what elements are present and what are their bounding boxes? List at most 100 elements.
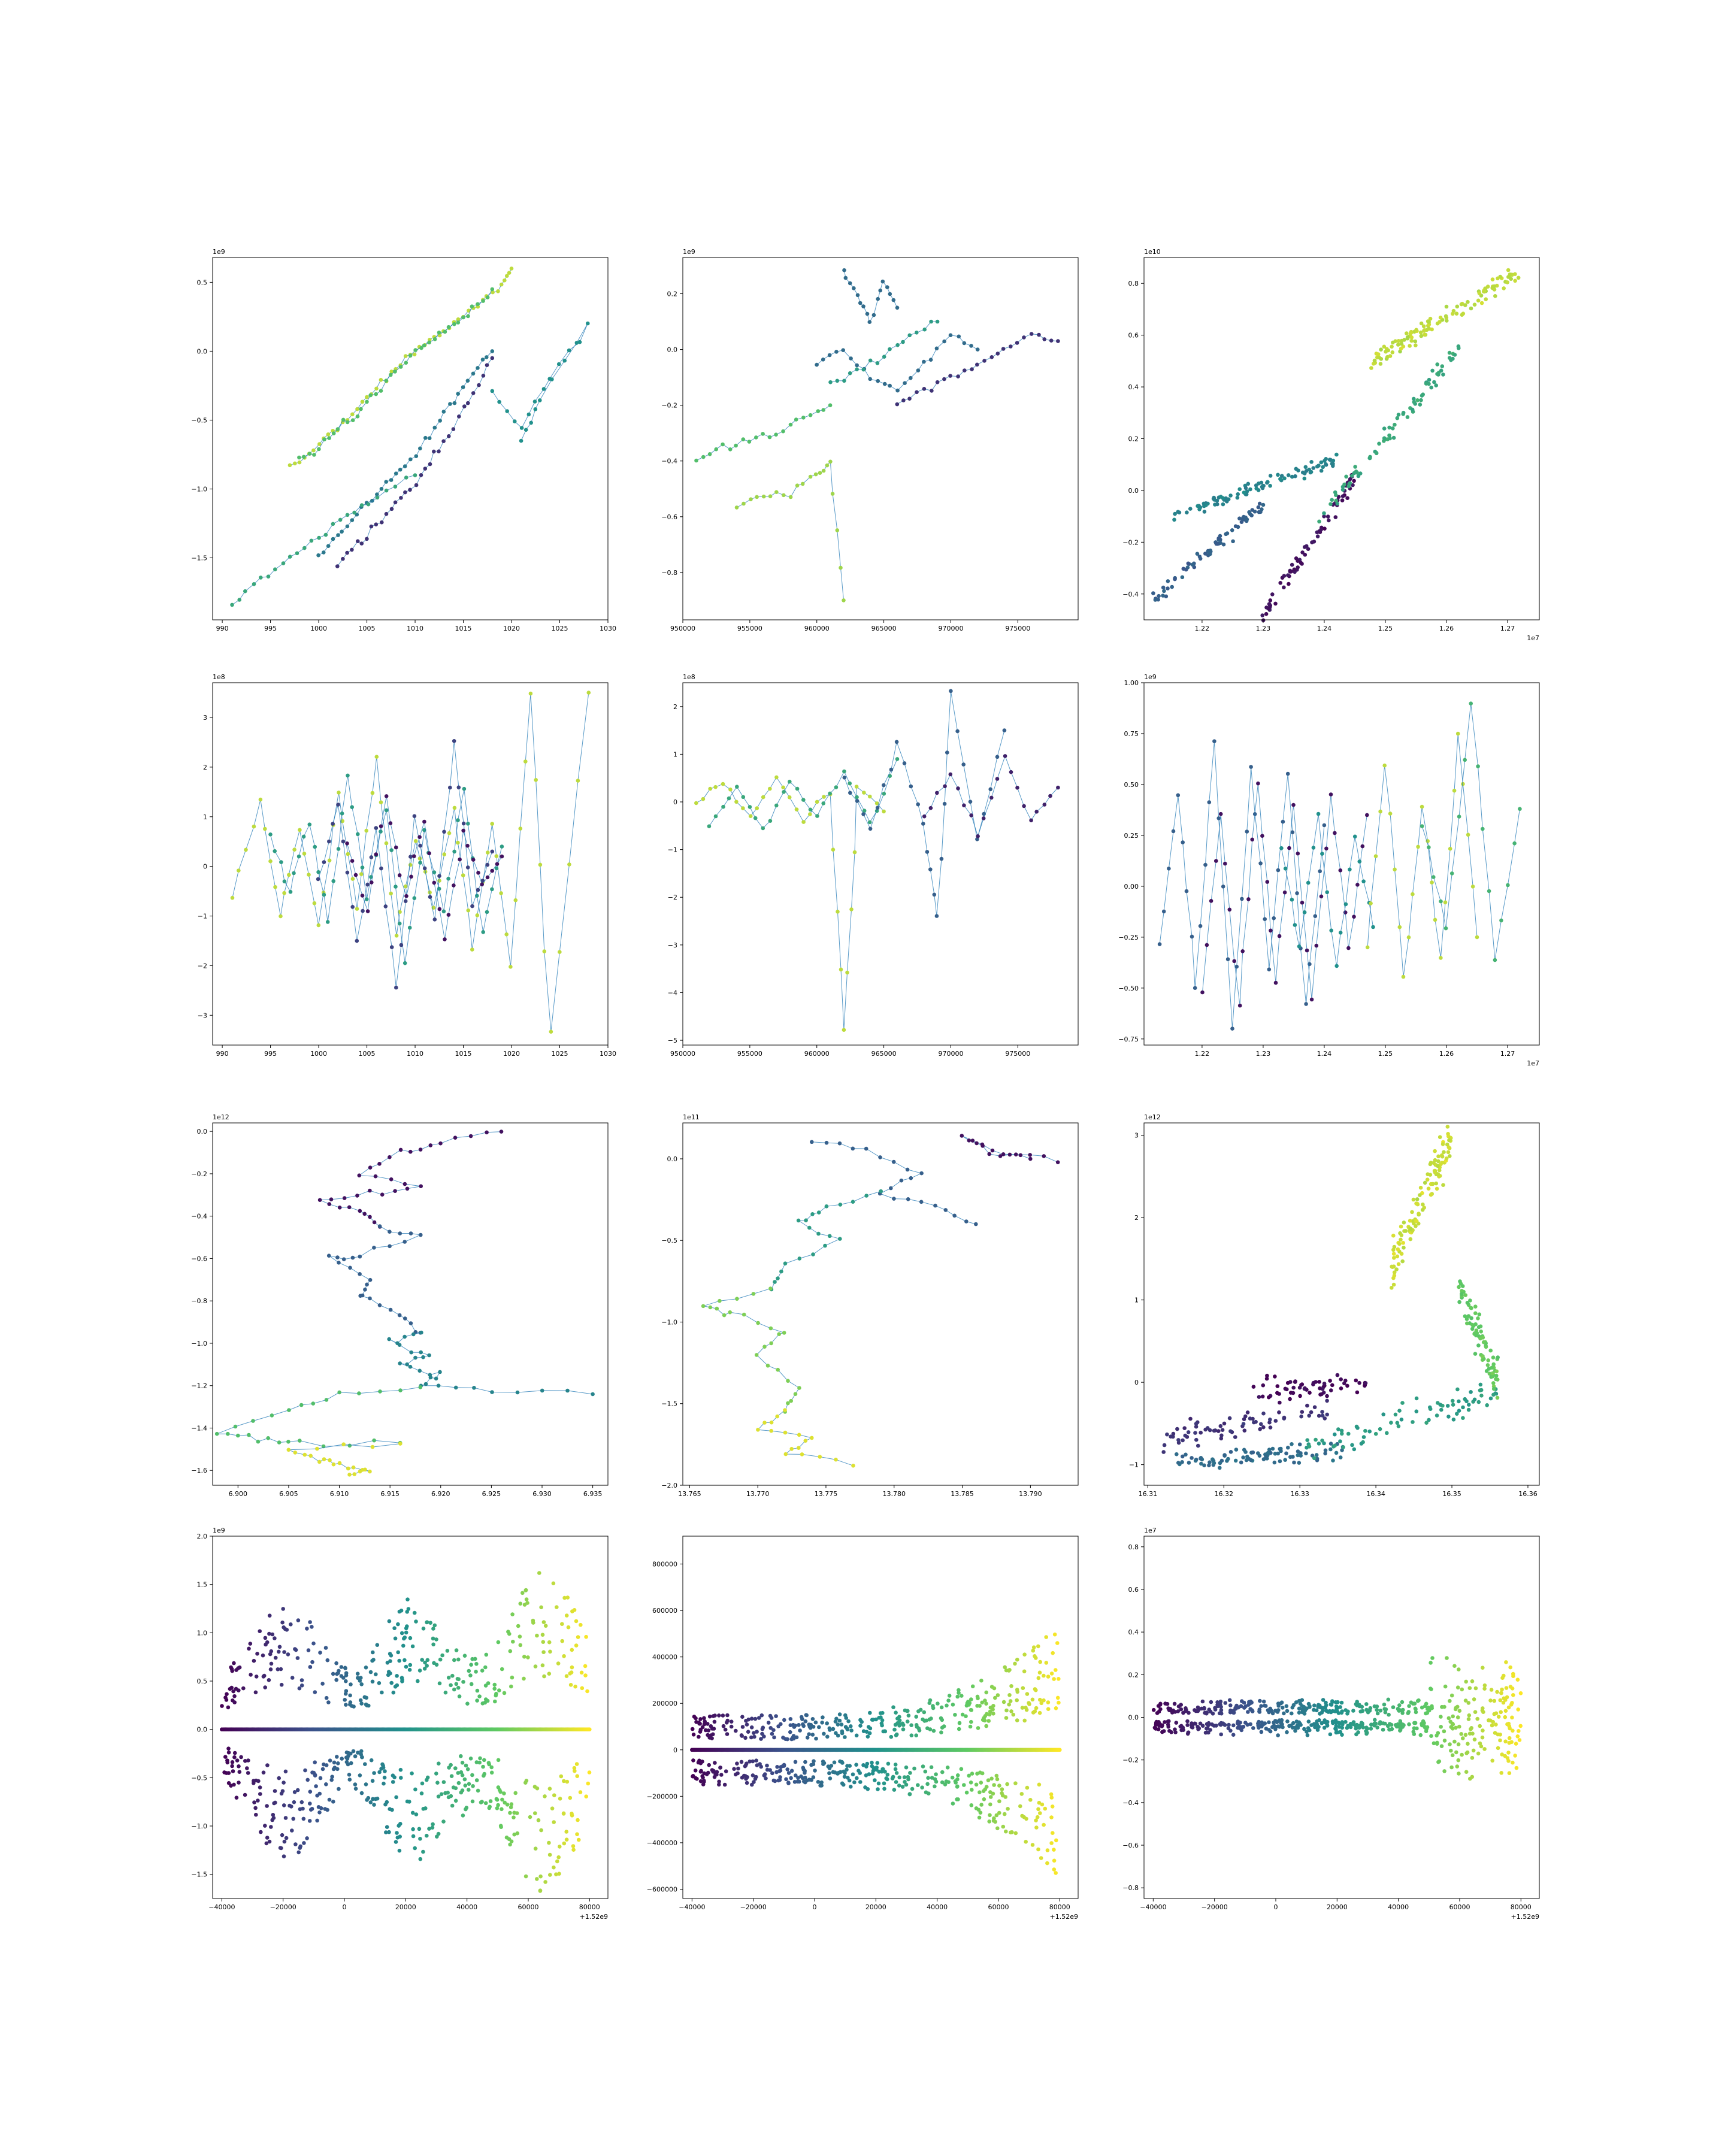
data-point xyxy=(1492,284,1496,289)
data-point xyxy=(288,1803,292,1808)
data-point xyxy=(552,1820,556,1824)
data-point xyxy=(1390,344,1394,349)
data-point xyxy=(1330,1383,1334,1388)
data-point xyxy=(1503,1698,1508,1702)
data-point xyxy=(1200,1724,1205,1728)
data-point xyxy=(343,1666,347,1670)
data-point xyxy=(1303,465,1308,470)
data-point xyxy=(1481,1728,1485,1733)
data-point xyxy=(813,1720,818,1725)
data-point xyxy=(392,1775,397,1779)
data-point xyxy=(1455,304,1460,309)
y-tick-label: −1 xyxy=(1129,1461,1139,1469)
data-point xyxy=(925,1782,930,1786)
data-point xyxy=(308,1454,313,1458)
data-point xyxy=(827,1234,832,1239)
data-point xyxy=(345,524,350,529)
data-point xyxy=(459,1770,464,1775)
data-point xyxy=(1509,1740,1514,1745)
data-point xyxy=(854,785,859,789)
data-point xyxy=(273,1636,277,1640)
data-point xyxy=(1381,1412,1385,1416)
x-tick-label: 1015 xyxy=(455,625,472,632)
data-point xyxy=(298,1807,302,1812)
data-point xyxy=(1342,482,1346,487)
data-point xyxy=(916,1783,920,1787)
x-tick-label: 950000 xyxy=(670,625,695,632)
data-point xyxy=(1469,701,1473,705)
data-point xyxy=(337,1390,341,1395)
data-point xyxy=(283,1769,288,1774)
y-offset-label: 1e10 xyxy=(1144,248,1161,256)
data-point xyxy=(407,925,412,930)
data-point xyxy=(427,1353,431,1358)
data-point xyxy=(263,1824,267,1828)
data-point xyxy=(1341,1445,1345,1449)
data-point xyxy=(1281,819,1285,824)
data-point xyxy=(827,1726,832,1731)
data-point xyxy=(408,1636,413,1640)
data-point xyxy=(834,350,839,354)
data-point xyxy=(852,1780,857,1785)
data-point xyxy=(1450,1753,1455,1758)
data-point xyxy=(1287,846,1291,850)
data-point xyxy=(928,1727,933,1731)
data-point xyxy=(747,440,752,444)
data-point xyxy=(516,1624,520,1628)
data-point xyxy=(1414,1201,1418,1206)
data-point xyxy=(234,1668,238,1672)
data-point xyxy=(355,1671,360,1676)
data-point xyxy=(1433,1149,1437,1153)
data-point xyxy=(1412,1732,1417,1736)
data-point xyxy=(378,1389,382,1394)
data-point xyxy=(345,841,349,846)
data-point xyxy=(1242,1428,1247,1433)
data-point xyxy=(843,1735,847,1739)
data-point xyxy=(243,1759,247,1763)
data-point xyxy=(1472,1737,1477,1742)
series-line-5 xyxy=(1421,703,1520,961)
data-point xyxy=(894,1780,898,1784)
data-point xyxy=(1333,515,1338,519)
data-point xyxy=(1042,1154,1046,1158)
data-point xyxy=(299,1800,304,1804)
data-point xyxy=(1467,1731,1472,1736)
data-point xyxy=(538,1874,543,1879)
data-point xyxy=(293,1451,298,1455)
data-point xyxy=(226,1431,230,1436)
data-point xyxy=(1415,1726,1419,1731)
data-point xyxy=(1290,830,1295,834)
data-point xyxy=(952,1213,957,1218)
x-tick-label: 1.23 xyxy=(1256,1050,1271,1058)
data-point xyxy=(393,1636,398,1641)
data-point xyxy=(904,1782,909,1787)
data-point xyxy=(1260,1394,1265,1399)
data-point xyxy=(476,871,480,875)
data-point xyxy=(768,786,772,791)
plot-area xyxy=(230,691,591,1034)
data-point xyxy=(345,870,350,875)
data-point xyxy=(1508,1685,1513,1689)
data-point xyxy=(888,292,892,296)
data-point xyxy=(461,315,465,320)
data-point xyxy=(1226,1456,1230,1461)
data-point xyxy=(403,899,408,903)
data-point xyxy=(1151,591,1155,595)
data-point xyxy=(1256,488,1261,492)
data-point xyxy=(1286,473,1291,477)
data-point xyxy=(1315,1722,1320,1727)
data-point xyxy=(258,1629,262,1633)
data-point xyxy=(591,1392,595,1397)
data-point xyxy=(387,1337,391,1342)
data-point xyxy=(1473,1304,1478,1309)
data-point xyxy=(1430,1182,1435,1186)
y-tick-label: 2 xyxy=(1134,1214,1139,1222)
x-tick-label: 6.900 xyxy=(229,1490,248,1498)
data-point xyxy=(267,1631,271,1636)
x-tick-label: 60000 xyxy=(518,1903,538,1911)
data-point xyxy=(1429,1734,1433,1738)
data-point xyxy=(1300,550,1305,555)
data-point xyxy=(1476,1325,1481,1330)
data-point xyxy=(1511,1693,1515,1697)
data-point xyxy=(1299,1414,1303,1419)
